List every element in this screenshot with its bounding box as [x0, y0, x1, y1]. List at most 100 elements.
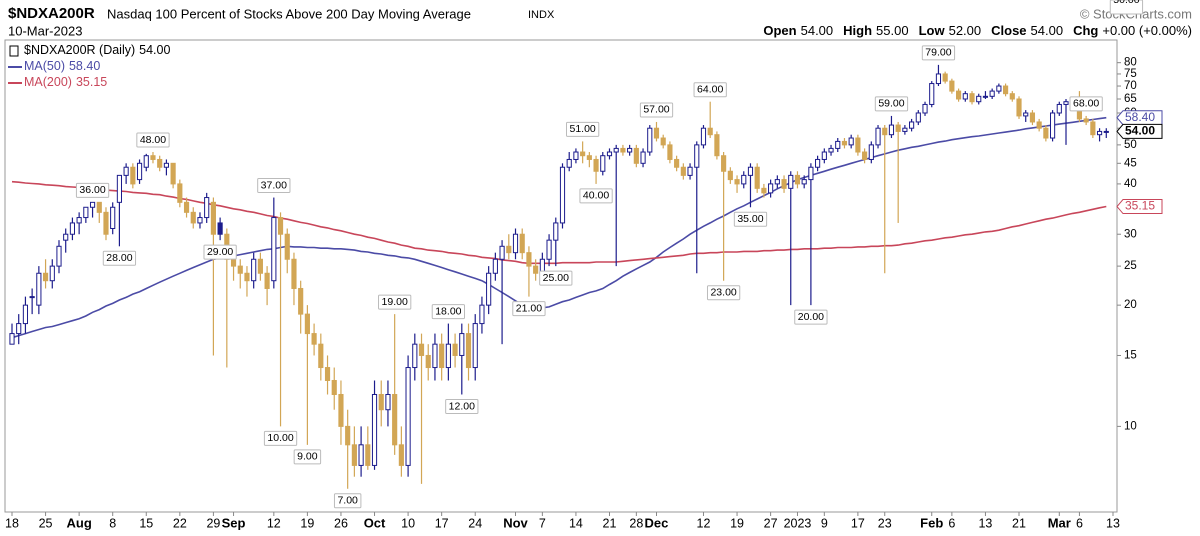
candle-body [821, 151, 827, 160]
candle-body [345, 425, 351, 446]
candle-body [600, 155, 606, 172]
annotation-box [874, 96, 909, 112]
candle-body [49, 265, 55, 282]
value-tag-label: 58.40 [1125, 110, 1155, 124]
candle-body [606, 151, 613, 157]
x-tick-label: 29 [206, 516, 220, 530]
candle-body [130, 166, 136, 185]
candle-body [942, 73, 948, 82]
annotation-label: 7.00 [337, 495, 358, 507]
candle-body [1009, 93, 1015, 100]
annotation-box [203, 244, 237, 260]
annotation-box [579, 188, 613, 204]
annotation-label: 50.00 [1113, 0, 1139, 6]
x-tick-label: 14 [569, 516, 583, 530]
candle-body [935, 73, 942, 85]
candle-body [103, 211, 109, 235]
candle-body [157, 158, 163, 168]
x-tick-label: 9 [821, 516, 828, 530]
candle-body [1090, 121, 1096, 136]
annotation-label: 18.00 [435, 305, 461, 317]
candle-body [909, 121, 915, 129]
ma-line [11, 180, 1107, 265]
candle-body [982, 95, 989, 98]
exchange: INDX [528, 9, 555, 21]
y-tick-label: 20 [1124, 299, 1137, 311]
y-tick-label: 40 [1124, 178, 1137, 190]
annotation: 40.00 [579, 188, 613, 204]
candle-body [512, 233, 519, 254]
candle-body [63, 233, 69, 241]
quote-value: 52.00 [949, 23, 982, 38]
candle-body [647, 127, 653, 153]
candle-body [1016, 98, 1022, 117]
candle-body [526, 252, 532, 267]
candle-body [956, 90, 962, 100]
value-tag-label: 54.00 [1125, 124, 1155, 138]
annotation: 18.00 [431, 304, 466, 320]
candle-body [398, 444, 404, 466]
candle-body [123, 166, 129, 176]
candle-body [1056, 103, 1062, 114]
candle-body [69, 222, 76, 235]
candle-body [1049, 112, 1056, 139]
y-tick-label: 25 [1124, 260, 1137, 272]
candle-body [976, 95, 982, 103]
candle-body [9, 333, 15, 345]
annotation-box [257, 178, 291, 194]
legend-value: 54.00 [139, 43, 170, 57]
candle-body [197, 217, 203, 224]
annotation: 59.00 [874, 96, 909, 112]
annotation-label: 79.00 [925, 47, 951, 59]
candle-body [741, 174, 747, 185]
annotation-box [1069, 96, 1103, 112]
y-tick-label: 65 [1124, 93, 1137, 105]
candle-body [1003, 85, 1009, 95]
candle-body [848, 137, 854, 146]
x-tick-label: 19 [730, 516, 744, 530]
candle-body [190, 211, 196, 224]
candle-body [754, 166, 760, 189]
annotation-label: 20.00 [798, 311, 824, 323]
candle-body [573, 151, 579, 160]
candle-body [170, 162, 176, 185]
quote: Open 54.00 High 55.00 Low 52.00 Close 54.00 Chg +… [763, 23, 1192, 38]
annotation-label: 25.00 [543, 272, 569, 284]
annotation-box [102, 250, 137, 266]
value-tag [1116, 110, 1163, 126]
candle-body [425, 354, 431, 369]
annotation-label: 35.00 [737, 213, 763, 225]
legend-name: $NDXA200R (Daily) [24, 43, 135, 57]
quote-value: +0.00 (+0.00%) [1102, 23, 1192, 38]
quote-label: High [843, 23, 872, 38]
candle-body [418, 343, 425, 356]
candle-body [499, 245, 505, 260]
annotation: 12.00 [445, 398, 479, 414]
candle-body [794, 174, 801, 185]
candle-body [385, 393, 391, 411]
candle-body [318, 343, 324, 369]
legend-entry: MA(50) 58.40 [24, 59, 100, 73]
x-tick-label: Nov [503, 515, 528, 530]
annotation-label: 64.00 [697, 83, 723, 95]
x-tick-label: 15 [139, 516, 153, 530]
annotation: 25.00 [539, 270, 573, 286]
candle-body [667, 144, 673, 160]
candle-body [781, 179, 787, 189]
candle-body [559, 166, 566, 224]
candle-body [902, 127, 908, 132]
candle-body [217, 222, 223, 235]
annotation-box [431, 304, 466, 320]
annotation: 7.00 [333, 493, 362, 509]
x-tick-label: 28 [629, 516, 643, 530]
x-tick-label: 13 [978, 516, 992, 530]
candle-body [29, 296, 35, 299]
candle-body [969, 93, 975, 103]
candle-body [627, 147, 633, 153]
quote-label: Open [763, 23, 796, 38]
candle-body [700, 127, 707, 146]
candle-body [915, 112, 921, 123]
annotation-label: 28.00 [106, 252, 132, 264]
candle-body [533, 265, 539, 274]
